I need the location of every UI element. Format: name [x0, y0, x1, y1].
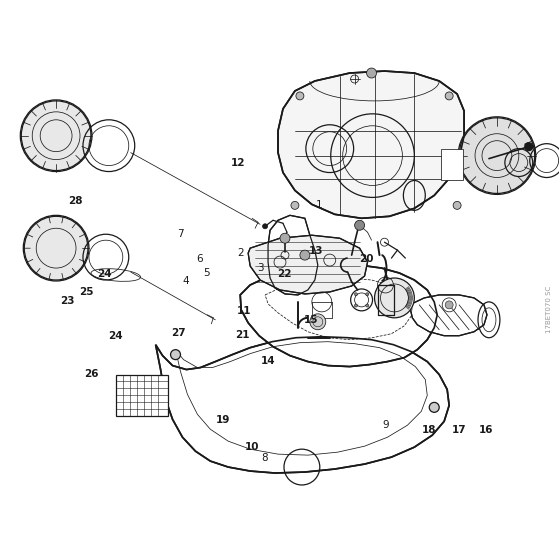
Text: 4: 4: [182, 276, 189, 286]
Text: 12: 12: [231, 158, 245, 168]
Circle shape: [354, 304, 357, 307]
Circle shape: [445, 301, 453, 309]
Polygon shape: [278, 71, 464, 218]
Text: 2: 2: [237, 248, 244, 258]
Text: 20: 20: [359, 254, 374, 264]
Polygon shape: [240, 265, 437, 367]
Circle shape: [354, 220, 365, 230]
Circle shape: [430, 403, 439, 412]
Text: 17BET070 SC: 17BET070 SC: [545, 286, 552, 333]
Polygon shape: [268, 216, 318, 295]
Text: 25: 25: [79, 287, 94, 297]
Text: 27: 27: [171, 329, 186, 338]
Text: 11: 11: [236, 306, 251, 316]
Text: 17: 17: [452, 426, 466, 436]
Text: 5: 5: [203, 268, 210, 278]
Circle shape: [366, 304, 368, 307]
Circle shape: [24, 216, 88, 280]
Text: 1: 1: [316, 200, 323, 210]
Circle shape: [300, 250, 310, 260]
Circle shape: [367, 68, 376, 78]
Text: 26: 26: [85, 368, 99, 379]
Circle shape: [445, 92, 453, 100]
Text: 9: 9: [382, 420, 389, 430]
Text: 6: 6: [196, 254, 203, 264]
Circle shape: [459, 118, 535, 193]
Text: 24: 24: [108, 331, 123, 340]
Circle shape: [525, 143, 533, 151]
Circle shape: [291, 202, 299, 209]
Text: 8: 8: [261, 453, 268, 463]
Text: 18: 18: [422, 426, 437, 436]
Circle shape: [280, 233, 290, 243]
Circle shape: [453, 202, 461, 209]
Text: 10: 10: [245, 442, 259, 452]
Text: 22: 22: [277, 269, 292, 279]
Polygon shape: [409, 295, 487, 336]
Text: 13: 13: [309, 246, 324, 256]
Text: 28: 28: [68, 196, 83, 206]
Text: 3: 3: [257, 263, 264, 273]
Text: 14: 14: [260, 356, 275, 366]
Polygon shape: [248, 235, 367, 294]
Circle shape: [366, 293, 368, 296]
Circle shape: [310, 314, 326, 330]
Circle shape: [171, 349, 180, 360]
Circle shape: [375, 278, 414, 318]
Text: 24: 24: [97, 269, 112, 279]
Text: 21: 21: [235, 330, 249, 339]
Text: 15: 15: [304, 315, 318, 325]
FancyBboxPatch shape: [441, 148, 463, 180]
Circle shape: [296, 92, 304, 100]
Text: 7: 7: [178, 229, 184, 239]
Circle shape: [263, 224, 268, 228]
Circle shape: [21, 101, 91, 171]
Circle shape: [354, 293, 357, 296]
Text: 19: 19: [216, 416, 230, 426]
Text: 16: 16: [479, 426, 493, 436]
Polygon shape: [156, 337, 449, 473]
Text: 23: 23: [60, 296, 74, 306]
FancyBboxPatch shape: [116, 375, 167, 416]
